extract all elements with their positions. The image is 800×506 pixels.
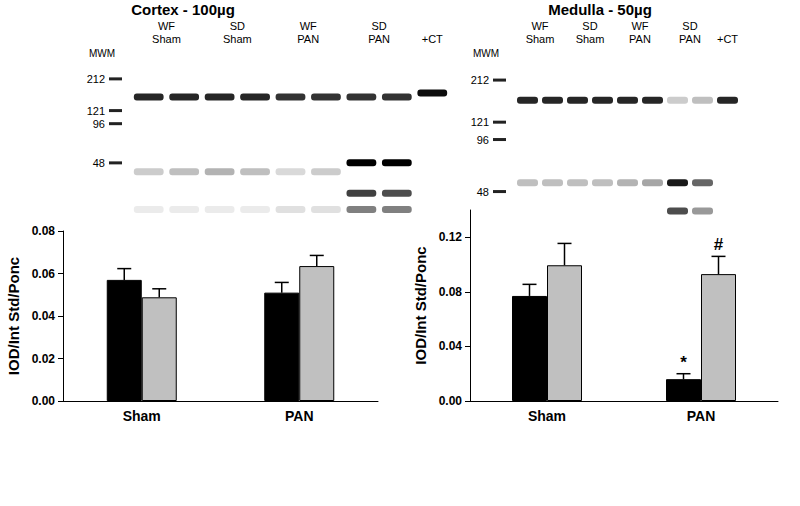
svg-text:Sham: Sham bbox=[152, 33, 181, 45]
svg-text:SD: SD bbox=[682, 20, 697, 32]
svg-text:PAN: PAN bbox=[297, 33, 319, 45]
svg-text:0.00: 0.00 bbox=[32, 394, 56, 408]
svg-text:48: 48 bbox=[477, 186, 489, 198]
svg-text:Cortex - 100µg: Cortex - 100µg bbox=[131, 1, 235, 18]
svg-text:212: 212 bbox=[87, 73, 105, 85]
svg-text:48: 48 bbox=[93, 157, 105, 169]
svg-text:Sham: Sham bbox=[528, 408, 566, 424]
svg-text:WF: WF bbox=[531, 20, 548, 32]
svg-text:121: 121 bbox=[87, 105, 105, 117]
svg-text:PAN: PAN bbox=[629, 33, 651, 45]
svg-text:212: 212 bbox=[471, 74, 489, 86]
svg-text:96: 96 bbox=[477, 134, 489, 146]
svg-text:#: # bbox=[714, 235, 724, 254]
svg-text:PAN: PAN bbox=[285, 408, 314, 424]
svg-text:Sham: Sham bbox=[223, 33, 252, 45]
svg-text:0.06: 0.06 bbox=[32, 267, 56, 281]
svg-text:PAN: PAN bbox=[679, 33, 701, 45]
svg-text:Sham: Sham bbox=[123, 408, 161, 424]
svg-text:SD: SD bbox=[230, 20, 245, 32]
svg-text:PAN: PAN bbox=[368, 33, 390, 45]
svg-text:121: 121 bbox=[471, 116, 489, 128]
svg-text:+CT: +CT bbox=[422, 33, 443, 45]
svg-text:SD: SD bbox=[371, 20, 386, 32]
svg-text:Medulla - 50µg: Medulla - 50µg bbox=[548, 1, 652, 18]
svg-text:WF: WF bbox=[631, 20, 648, 32]
svg-text:SD: SD bbox=[582, 20, 597, 32]
svg-text:Sham: Sham bbox=[526, 33, 555, 45]
svg-text:96: 96 bbox=[93, 118, 105, 130]
svg-text:0.00: 0.00 bbox=[439, 394, 463, 408]
svg-text:0.02: 0.02 bbox=[32, 352, 56, 366]
svg-text:0.12: 0.12 bbox=[439, 230, 463, 244]
svg-text:+CT: +CT bbox=[717, 33, 738, 45]
svg-text:IOD/Int Std/Ponc: IOD/Int Std/Ponc bbox=[5, 257, 22, 375]
svg-text:PAN: PAN bbox=[687, 408, 716, 424]
svg-text:0.04: 0.04 bbox=[32, 309, 56, 323]
svg-text:0.08: 0.08 bbox=[439, 285, 463, 299]
svg-text:MWM: MWM bbox=[89, 48, 115, 59]
svg-text:MWM: MWM bbox=[473, 48, 499, 59]
svg-text:Sham: Sham bbox=[576, 33, 605, 45]
svg-text:IOD/Int Std/Ponc: IOD/Int Std/Ponc bbox=[412, 246, 429, 364]
svg-text:WF: WF bbox=[300, 20, 317, 32]
svg-text:WF: WF bbox=[158, 20, 175, 32]
svg-text:0.04: 0.04 bbox=[439, 339, 463, 353]
svg-text:0.08: 0.08 bbox=[32, 224, 56, 238]
svg-text:*: * bbox=[680, 353, 687, 372]
